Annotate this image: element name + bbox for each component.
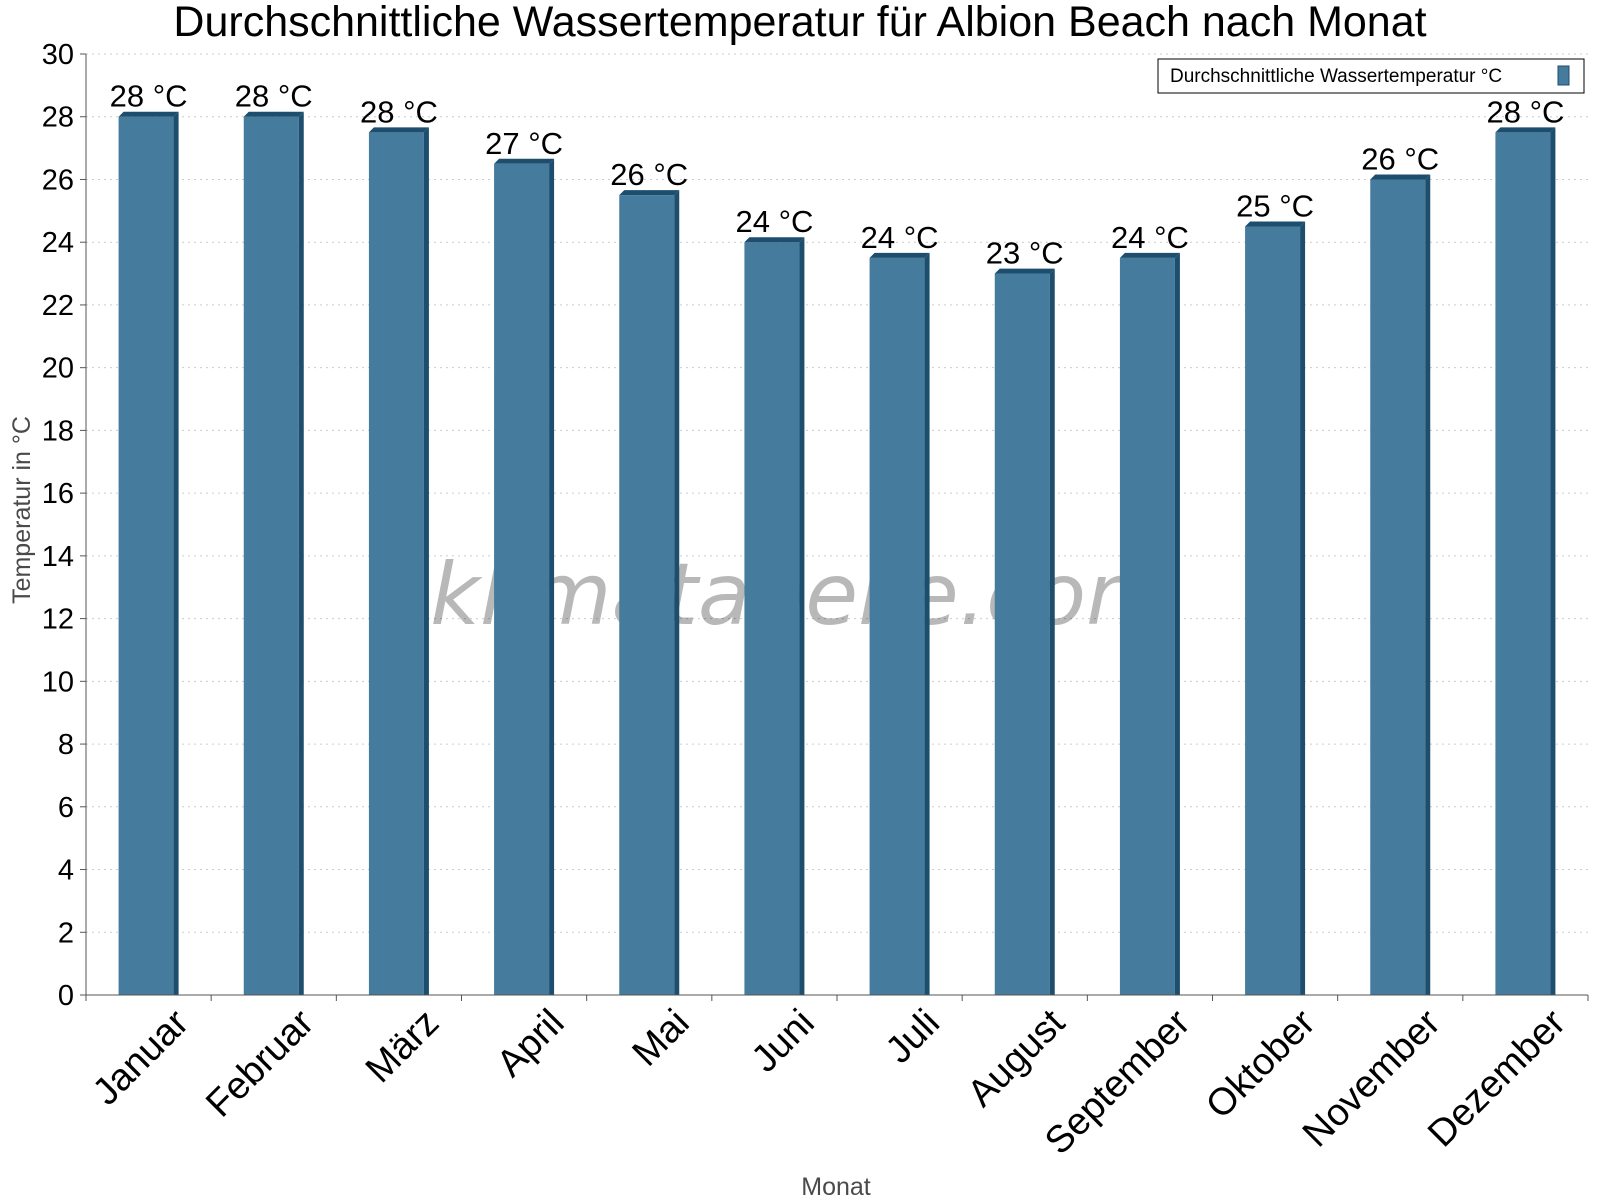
bar — [744, 237, 805, 995]
y-tick-label: 30 — [42, 39, 74, 71]
bar-side — [549, 158, 555, 996]
y-tick-label: 28 — [42, 102, 74, 134]
data-label: 28 °C — [110, 79, 188, 114]
y-tick-label: 16 — [42, 478, 74, 510]
x-tick-label: Februar — [198, 1001, 322, 1125]
bar-side — [1300, 221, 1306, 995]
x-tick-label: Juni — [744, 1002, 823, 1081]
x-axis-ticks: Januar Februar März April Mai Juni Juli AugustS… — [85, 995, 1589, 1163]
x-tick-label: März — [358, 1002, 447, 1091]
y-tick-label: 10 — [42, 666, 74, 698]
bar — [118, 111, 179, 995]
y-tick-label: 2 — [58, 917, 74, 949]
bar-top — [619, 190, 680, 196]
y-tick-label: 12 — [42, 604, 74, 636]
bar-front — [1119, 257, 1175, 996]
y-tick-label: 14 — [42, 541, 74, 573]
x-tick-label: April — [489, 1002, 572, 1085]
bar-top — [368, 127, 429, 133]
bar-side — [674, 190, 680, 995]
x-tick-label: August — [960, 1001, 1074, 1115]
bar — [1495, 127, 1556, 995]
y-tick-label: 4 — [58, 855, 74, 887]
data-labels: 28 °C 28 °C 28 °C 27 °C 26 °C 24 °C 24 °C 23 °C… — [110, 79, 1565, 271]
bar-front — [619, 195, 675, 995]
bar-top — [869, 252, 930, 258]
chart-title: Durchschnittliche Wassertemperatur für A… — [173, 0, 1426, 46]
bar-top — [994, 268, 1055, 274]
bar — [368, 127, 429, 995]
bar-side — [423, 127, 429, 995]
bars — [118, 111, 1556, 996]
bar-side — [1550, 127, 1556, 995]
bar-top — [118, 111, 179, 117]
bar-front — [1370, 179, 1426, 995]
bar-top — [1495, 127, 1556, 133]
bar-front — [494, 163, 550, 996]
data-label: 24 °C — [861, 220, 939, 255]
y-tick-label: 0 — [58, 980, 74, 1012]
bar-side — [1425, 174, 1431, 995]
bar-front — [994, 273, 1050, 996]
bar-side — [298, 111, 304, 995]
grid-lines — [86, 53, 1588, 933]
bar-front — [869, 257, 925, 996]
data-label: 23 °C — [986, 236, 1064, 271]
data-label: 28 °C — [360, 94, 438, 129]
data-label: 28 °C — [235, 79, 313, 114]
data-label: 24 °C — [1111, 220, 1189, 255]
bar — [994, 268, 1055, 996]
y-tick-label: 18 — [42, 415, 74, 447]
legend-box — [1157, 58, 1585, 94]
bar-front — [243, 116, 299, 995]
legend: Durchschnittliche Wassertemperatur °C — [1157, 58, 1585, 94]
y-tick-label: 20 — [42, 353, 74, 385]
bar — [494, 158, 555, 996]
bar-front — [1495, 132, 1551, 995]
y-tick-label: 26 — [42, 164, 74, 196]
data-label: 27 °C — [485, 126, 563, 161]
y-tick-label: 22 — [42, 290, 74, 322]
bar-top — [494, 158, 555, 164]
bar-side — [1049, 268, 1055, 996]
bar-front — [118, 116, 174, 995]
legend-series-label: Durchschnittliche Wassertemperatur °C — [1170, 66, 1502, 87]
x-axis-label: Monat — [801, 1173, 871, 1200]
data-label: 25 °C — [1236, 189, 1314, 224]
bar-side — [924, 252, 930, 996]
y-tick-label: 6 — [58, 792, 74, 824]
bar — [1245, 221, 1306, 995]
bar-front — [368, 132, 424, 995]
data-label: 26 °C — [610, 157, 688, 192]
data-label: 26 °C — [1361, 141, 1439, 176]
bar-top — [243, 111, 304, 117]
bar-top — [1370, 174, 1431, 180]
bar-top — [744, 237, 805, 243]
bar-front — [744, 242, 800, 995]
bar-top — [1245, 221, 1306, 227]
x-tick-label: Oktober — [1198, 1001, 1324, 1127]
bar-top — [1119, 252, 1180, 258]
x-tick-label: Dezember — [1420, 1001, 1574, 1155]
bar — [869, 252, 930, 996]
bar — [1119, 252, 1180, 996]
y-tick-label: 8 — [58, 729, 74, 761]
x-tick-label: Januar — [85, 1001, 197, 1113]
data-label: 24 °C — [735, 204, 813, 239]
bar — [243, 111, 304, 995]
bar-side — [173, 111, 179, 995]
bar-front — [1245, 226, 1301, 995]
bar-side — [1174, 252, 1180, 996]
bar-side — [799, 237, 805, 995]
bar — [1370, 174, 1431, 995]
y-tick-label: 24 — [42, 227, 74, 259]
data-label: 28 °C — [1486, 94, 1564, 129]
x-tick-label: Juli — [878, 1002, 948, 1072]
bar — [619, 190, 680, 995]
legend-swatch — [1557, 65, 1570, 86]
y-axis-label: Temperatur in °C — [8, 416, 36, 604]
x-tick-label: Mai — [625, 1002, 698, 1075]
